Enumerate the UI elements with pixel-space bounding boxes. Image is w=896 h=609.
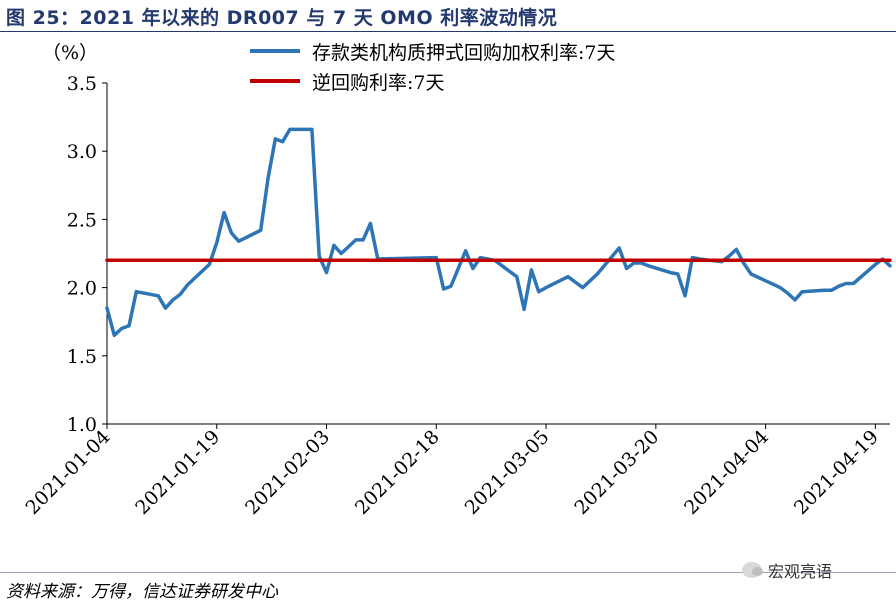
y-tick-label: 3.5: [67, 73, 97, 95]
x-tick-label: 2021-01-04: [22, 426, 115, 519]
x-tick-label: 2021-02-18: [351, 426, 444, 519]
y-tick-label: 3.0: [67, 141, 97, 163]
y-tick-label: 1.0: [67, 414, 97, 436]
legend-swatch-omo: [250, 79, 300, 83]
watermark: 宏观亮语: [742, 558, 832, 582]
y-axis-unit: （%）: [42, 42, 99, 64]
x-tick-label: 2021-02-03: [241, 426, 334, 519]
legend-label-dr007: 存款类机构质押式回购加权利率:7天: [312, 41, 616, 64]
y-tick-label: 1.5: [67, 346, 97, 368]
legend-label-omo: 逆回购利率:7天: [312, 71, 445, 94]
legend-swatch-dr007: [250, 49, 300, 53]
source-note: 资料来源：万得，信达证券研发中心: [6, 582, 278, 602]
legend-item-dr007: 存款类机构质押式回购加权利率:7天: [250, 36, 616, 66]
x-tick-label: 2021-01-19: [131, 426, 224, 519]
title-divider: [0, 31, 896, 32]
x-tick-label: 2021-04-19: [790, 426, 883, 519]
x-tick-label: 2021-03-05: [461, 426, 554, 519]
y-tick-label: 2.5: [67, 209, 97, 231]
legend-item-omo: 逆回购利率:7天: [250, 66, 616, 96]
y-tick-label: 2.0: [67, 278, 97, 300]
wechat-icon: [742, 562, 763, 578]
series-line-dr007: [105, 127, 892, 338]
x-tick-label: 2021-04-04: [680, 426, 773, 519]
x-tick-label: 2021-03-20: [570, 426, 663, 519]
legend: 存款类机构质押式回购加权利率:7天 逆回购利率:7天: [250, 36, 616, 96]
footer-divider: [0, 572, 896, 573]
watermark-text: 宏观亮语: [768, 562, 833, 581]
chart-title: 图 25：2021 年以来的 DR007 与 7 天 OMO 利率波动情况: [6, 7, 558, 29]
